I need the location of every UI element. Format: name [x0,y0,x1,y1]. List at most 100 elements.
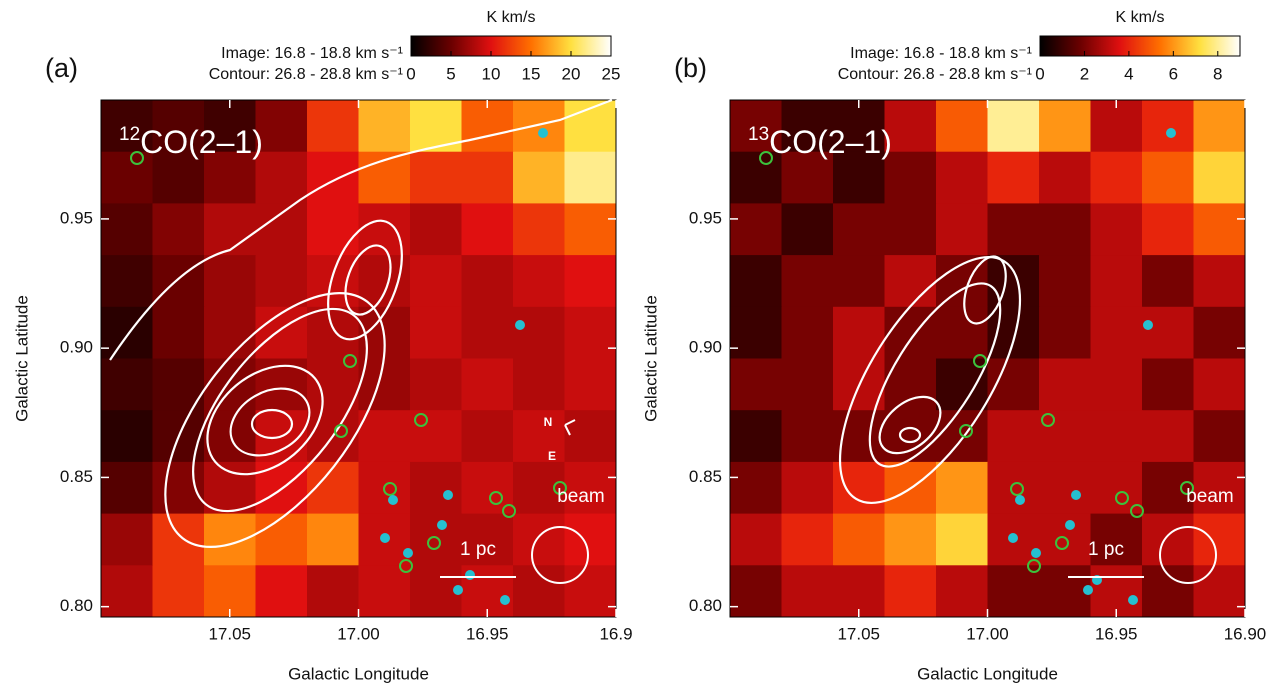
heat-cell [513,359,565,411]
heat-cell [565,359,617,411]
heat-cell [462,203,514,255]
heat-cell [730,359,782,411]
x-axis-label: Galactic Longitude [917,664,1058,683]
heat-cell [256,152,308,204]
heat-cell [462,307,514,359]
heat-cell [101,359,153,411]
colorbar-tick-label: 0 [1035,64,1044,83]
y-tick-label: 0.85 [689,467,722,486]
heat-cell [1142,359,1194,411]
heat-cell [462,152,514,204]
heat-cell [885,565,937,617]
panel-label: (b) [674,53,707,83]
species-name: CO(2–1) [140,124,263,160]
heat-cell [153,565,205,617]
heat-cell [1194,514,1246,566]
x-tick-label: 17.05 [837,624,880,643]
heat-cell [1039,100,1091,152]
heat-cell [1091,307,1143,359]
subtitle: Contour: 26.8 - 28.8 km s⁻¹ [209,66,403,83]
heat-cell [565,307,617,359]
heat-cell [1142,514,1194,566]
heat-cell [565,255,617,307]
heat-cell [153,203,205,255]
heat-cell [1039,307,1091,359]
heat-cell [936,152,988,204]
heat-cell [988,152,1040,204]
heat-cell [204,255,256,307]
heat-cell [782,307,834,359]
heat-cell [513,307,565,359]
heat-cell [204,203,256,255]
heat-cell [988,100,1040,152]
figure: 12CO(2–1)NEbeam1 pc13CO(2–1)beam1 pc 17.… [0,0,1273,692]
heat-cell [988,255,1040,307]
colorbar-tick-label: 8 [1213,64,1222,83]
heat-cell [782,410,834,462]
heat-cell [153,462,205,514]
heat-cell [410,100,462,152]
heat-cell [462,255,514,307]
heat-cell [359,255,411,307]
species-label: 13CO(2–1) [748,124,892,160]
heat-cell [513,203,565,255]
heat-cell [936,307,988,359]
heat-cell [885,307,937,359]
heat-cell [782,565,834,617]
heat-cell [988,203,1040,255]
heat-cell [410,359,462,411]
heat-cell [410,307,462,359]
heat-cell [359,100,411,152]
heat-cell [101,410,153,462]
species-name: CO(2–1) [769,124,892,160]
colorbar-tick-label: 10 [482,64,501,83]
heat-cell [1142,100,1194,152]
heat-cell [833,203,885,255]
heat-cell [730,203,782,255]
heat-cell [1091,410,1143,462]
heat-cell [730,462,782,514]
x-tick-label: 16.95 [466,624,509,643]
y-tick-label: 0.90 [60,338,93,357]
heat-cell [359,359,411,411]
colorbar-tick-label: 4 [1124,64,1133,83]
heat-cell [307,255,359,307]
colorbar-tick-label: 2 [1080,64,1089,83]
heat-cell [885,514,937,566]
colorbar-tick-label: 0 [406,64,415,83]
heat-cell [1194,100,1246,152]
y-tick-label: 0.95 [689,208,722,227]
heat-cell [885,100,937,152]
heat-cell [307,100,359,152]
heat-cell [1194,152,1246,204]
heat-cell [936,565,988,617]
y-tick-label: 0.90 [689,338,722,357]
heat-cell [204,307,256,359]
heat-cell [1039,410,1091,462]
x-tick-label: 17.00 [337,624,380,643]
heat-cell [730,514,782,566]
heat-cell [565,565,617,617]
heat-cell [1194,203,1246,255]
heat-cell [1194,565,1246,617]
heat-cell [1142,203,1194,255]
heat-cell [513,255,565,307]
heat-cell [307,565,359,617]
heat-cell [1142,152,1194,204]
heat-cell [256,307,308,359]
heat-cell [153,307,205,359]
heat-cell [988,307,1040,359]
heat-cell [410,203,462,255]
heat-cell [730,565,782,617]
heat-cell [1039,359,1091,411]
heat-cell [782,255,834,307]
heat-cell [885,359,937,411]
annotation: 1 pc [460,539,496,560]
annotation: beam [1186,486,1234,507]
y-tick-label: 0.85 [60,467,93,486]
annotation: N [544,415,553,429]
heat-cell [1039,514,1091,566]
heat-cell [885,255,937,307]
colorbar [411,36,611,56]
x-tick-label: 16.9 [599,624,632,643]
